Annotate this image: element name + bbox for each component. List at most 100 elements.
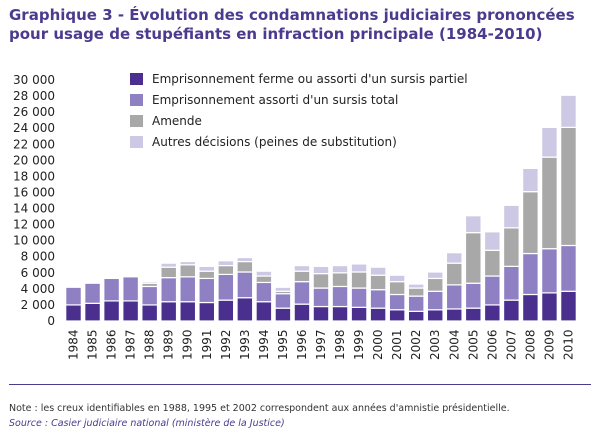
x-tick-label: 1985 [86, 329, 100, 360]
x-tick-label: 2007 [504, 329, 518, 360]
bar-segment [255, 275, 273, 284]
y-axis: 0 2 000 4 000 6 000 8 000 10 000 12 000 14 000 1… [13, 73, 55, 328]
bar-segment [236, 271, 254, 299]
y-tick-label: 22 000 [13, 137, 55, 151]
bar-segment [483, 275, 501, 306]
source-line: Source : Casier judiciaire national (min… [9, 418, 285, 429]
bar-segment [217, 264, 235, 276]
bar-segment [388, 309, 406, 322]
bar-segment [560, 290, 577, 322]
bar-segment [464, 232, 482, 284]
y-tick-label: 8 000 [21, 250, 55, 264]
chart-title: Graphique 3 - Évolution des condamnation… [9, 6, 575, 43]
y-tick-label: 12 000 [13, 218, 55, 232]
x-tick-label: 1991 [200, 329, 214, 360]
x-tick-label: 2002 [409, 329, 423, 360]
bar-segment [350, 306, 368, 322]
bar-segment [160, 277, 178, 303]
x-tick-label: 2010 [561, 329, 575, 360]
bar-segment [255, 301, 273, 322]
bar-segment [369, 289, 387, 309]
bar-segment [331, 272, 349, 288]
bar-segment [198, 265, 216, 272]
bar-segment [541, 248, 558, 294]
bar-segment [426, 290, 444, 311]
bar-segment [407, 287, 425, 297]
x-tick-label: 1997 [314, 329, 328, 360]
bar-segment [388, 281, 406, 296]
bar-segment [388, 274, 406, 283]
footer-divider [9, 384, 591, 385]
x-tick-label: 2005 [466, 329, 480, 360]
bar-segment [560, 94, 577, 128]
bar-segment [198, 270, 216, 280]
bar-segment [255, 281, 273, 303]
x-tick-label: 2006 [485, 329, 499, 360]
bar-segment [293, 264, 311, 272]
x-tick-label: 1998 [333, 329, 347, 360]
y-tick-label: 2 000 [21, 298, 55, 312]
bar-segment [407, 283, 425, 289]
bar-segment [312, 265, 330, 275]
legend-swatch [130, 136, 143, 148]
bar-segment [483, 231, 501, 251]
bar-segment [217, 299, 235, 322]
bar-segment [331, 264, 349, 274]
bar-segment [541, 156, 558, 250]
bar-segment [464, 307, 482, 322]
y-tick-label: 6 000 [21, 266, 55, 280]
bar-segment [369, 274, 387, 291]
bar-segment [274, 307, 292, 322]
y-tick-label: 16 000 [13, 185, 55, 199]
bar-segment [236, 297, 254, 322]
bar-segment [560, 126, 577, 247]
x-tick-label: 2004 [447, 329, 461, 360]
bar-segment [369, 266, 387, 276]
bar-segment [122, 276, 140, 302]
x-tick-label: 1990 [181, 329, 195, 360]
bar-segment [179, 260, 197, 266]
bar-segment [236, 256, 254, 263]
y-tick-label: 4 000 [21, 282, 55, 296]
x-tick-label: 1999 [352, 329, 366, 360]
y-tick-label: 20 000 [13, 153, 55, 167]
bar-segment [217, 260, 235, 267]
legend-label: Emprisonnement assorti d'un sursis total [152, 93, 398, 107]
y-tick-label: 0 [47, 314, 55, 328]
x-tick-label: 1994 [257, 329, 271, 360]
bar-segment [483, 304, 501, 322]
x-tick-label: 1987 [124, 329, 138, 360]
bar-segment [236, 260, 254, 273]
stacked-bar-chart: 0 2 000 4 000 6 000 8 000 10 000 12 000 14 000 1… [13, 72, 577, 360]
bar-segment [560, 244, 577, 292]
bar-segment [255, 270, 273, 277]
bar-segment [369, 307, 387, 322]
bar-segment [445, 262, 463, 286]
bar-segment [217, 273, 235, 301]
bar-segment [312, 287, 330, 308]
y-tick-label: 18 000 [13, 169, 55, 183]
bar-segment [445, 308, 463, 322]
bar-segment [521, 191, 539, 255]
bar-segment [293, 281, 311, 305]
x-tick-label: 1995 [276, 329, 290, 360]
bar-segment [103, 300, 121, 322]
bar-segment [521, 293, 539, 322]
bar-segment [160, 301, 178, 322]
x-tick-label: 2008 [523, 329, 537, 360]
x-tick-label: 1993 [238, 329, 252, 360]
bar-segment [407, 310, 425, 322]
legend-label: Emprisonnement ferme ou assorti d'un sur… [152, 72, 468, 86]
bar-segment [331, 305, 349, 322]
legend-swatch [130, 73, 143, 85]
y-tick-label: 24 000 [13, 121, 55, 135]
bar-segment [65, 304, 82, 322]
x-tick-label: 1989 [162, 329, 176, 360]
x-tick-label: 1996 [295, 329, 309, 360]
bar-segment [84, 282, 101, 304]
bar-segment [293, 270, 311, 283]
bar-segment [502, 227, 520, 267]
x-tick-label: 1992 [219, 329, 233, 360]
bar-segment [179, 301, 197, 322]
y-tick-label: 30 000 [13, 73, 55, 87]
